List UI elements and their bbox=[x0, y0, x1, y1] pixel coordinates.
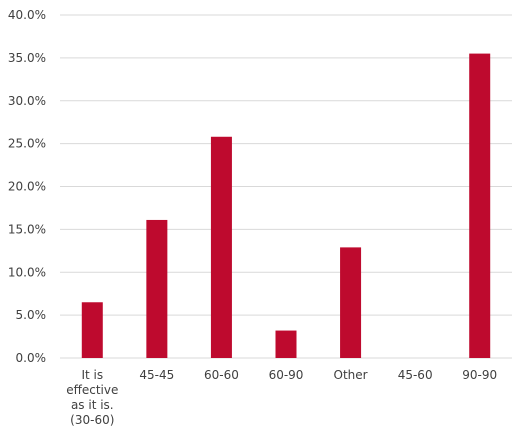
x-category-label: 60-60 bbox=[204, 368, 239, 382]
x-axis-category-labels: It is effective as it is. (30-60) 45-45 60-60… bbox=[66, 368, 497, 427]
bar bbox=[275, 330, 297, 358]
gridlines bbox=[60, 14, 512, 359]
x-category-label: 90-90 bbox=[462, 368, 497, 382]
x-category-label: It is effective as it is. (30-60) bbox=[66, 368, 118, 427]
bar bbox=[340, 247, 362, 358]
x-category-label: 60-90 bbox=[269, 368, 304, 382]
bar bbox=[81, 302, 103, 358]
y-axis-tick-labels: 0.0% 5.0% 10.0% 15.0% 20.0% 25.0% 30.0% 35.0% 40… bbox=[8, 8, 46, 365]
y-tick-label: 15.0% bbox=[8, 222, 46, 236]
y-tick-label: 25.0% bbox=[8, 137, 46, 151]
bar bbox=[146, 219, 168, 358]
x-category-label: Other bbox=[334, 368, 368, 382]
y-tick-label: 40.0% bbox=[8, 8, 46, 22]
bar bbox=[469, 53, 491, 359]
x-category-label: 45-60 bbox=[398, 368, 433, 382]
bars bbox=[81, 53, 491, 359]
bar bbox=[210, 136, 232, 358]
y-tick-label: 0.0% bbox=[16, 351, 47, 365]
y-tick-label: 30.0% bbox=[8, 94, 46, 108]
y-tick-label: 5.0% bbox=[16, 308, 47, 322]
y-tick-label: 10.0% bbox=[8, 265, 46, 279]
y-tick-label: 20.0% bbox=[8, 180, 46, 194]
y-tick-label: 35.0% bbox=[8, 51, 46, 65]
x-category-label: 45-45 bbox=[139, 368, 174, 382]
